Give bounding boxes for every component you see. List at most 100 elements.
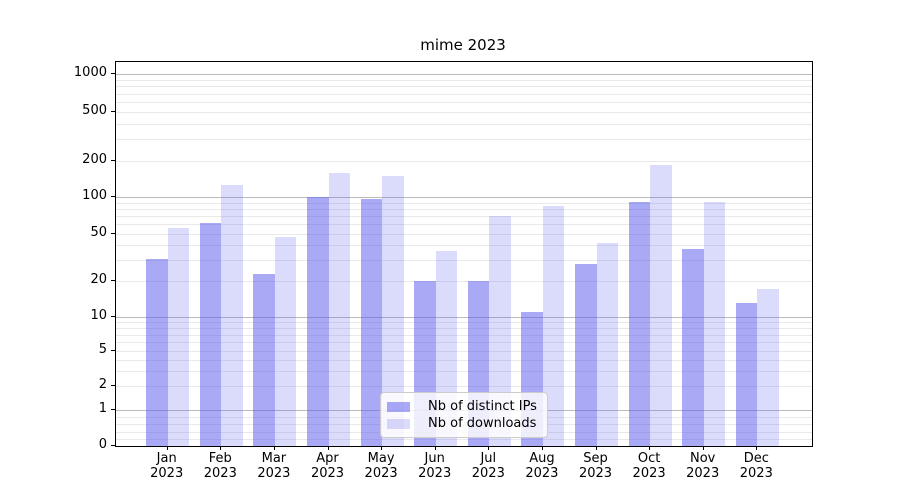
x-tick-label: Jul 2023 <box>448 451 528 481</box>
x-tick-year: 2023 <box>525 466 559 481</box>
legend-swatch-distinct-ips-icon <box>387 401 410 412</box>
bar-nb-of-downloads-oct <box>650 164 672 446</box>
y-tick-label: 1 <box>98 401 107 416</box>
gridline <box>116 202 812 204</box>
bar-nb-of-downloads-may <box>382 176 404 446</box>
gridline <box>116 245 812 247</box>
bar-nb-of-downloads-apr <box>328 173 350 446</box>
legend-label-downloads: Nb of downloads <box>428 416 537 431</box>
bar-nb-of-downloads-jul <box>489 216 511 446</box>
x-tick-mark <box>273 446 276 450</box>
x-tick-month: Aug <box>529 451 555 466</box>
x-tick-label: Jun 2023 <box>395 451 475 481</box>
x-tick-year: 2023 <box>257 466 291 481</box>
legend: Nb of distinct IPs Nb of downloads <box>380 392 548 438</box>
x-tick-mark <box>166 446 168 450</box>
gridline <box>116 386 812 387</box>
gridline <box>116 139 812 141</box>
bar-nb-of-distinct-ips-nov <box>682 249 704 446</box>
y-tick-mark <box>111 409 115 411</box>
y-tick-mark <box>111 445 115 447</box>
x-tick-month: Jan <box>156 451 177 466</box>
x-tick-label: Sep 2023 <box>556 451 636 481</box>
chart-title: mime 2023 <box>420 36 506 54</box>
gridline <box>116 334 812 336</box>
x-tick-month: Nov <box>690 451 716 466</box>
y-tick-label: 5 <box>98 342 107 357</box>
x-tick-label: May 2023 <box>341 451 421 481</box>
x-tick-year: 2023 <box>739 466 773 481</box>
x-tick-year: 2023 <box>150 466 184 481</box>
gridline <box>116 161 812 162</box>
y-tick-label: 20 <box>90 272 107 287</box>
gridline <box>116 102 812 103</box>
x-tick-month: Jun <box>424 451 445 466</box>
x-tick-month: Mar <box>261 451 287 466</box>
bar-nb-of-distinct-ips-jan <box>146 258 168 446</box>
x-tick-mark <box>488 446 490 450</box>
gridline <box>116 93 812 95</box>
gridline <box>116 438 812 440</box>
bar-nb-of-downloads-nov <box>703 201 726 446</box>
x-tick-label: Mar 2023 <box>234 451 314 481</box>
x-tick-label: Feb 2023 <box>180 451 260 481</box>
gridline <box>116 322 812 324</box>
bar-nb-of-distinct-ips-oct <box>628 202 651 446</box>
y-tick-mark <box>111 196 115 198</box>
y-tick-label: 100 <box>82 188 107 203</box>
bar-nb-of-distinct-ips-mar <box>253 273 275 446</box>
gridline <box>116 86 812 88</box>
x-tick-label: Aug 2023 <box>502 451 582 481</box>
x-tick-month: Jul <box>480 451 497 466</box>
y-tick-label: 1000 <box>73 65 107 80</box>
y-tick-mark <box>111 160 115 162</box>
gridline <box>116 359 812 361</box>
y-tick-mark <box>111 73 115 75</box>
gridline <box>116 112 812 113</box>
x-tick-month: Dec <box>743 451 769 466</box>
gridline <box>116 351 812 352</box>
x-tick-mark <box>649 446 651 450</box>
x-tick-mark <box>327 446 329 450</box>
x-tick-year: 2023 <box>471 466 505 481</box>
gridline <box>116 281 812 282</box>
bar-nb-of-downloads-dec <box>757 289 779 446</box>
gridline <box>116 197 812 198</box>
plot-area: Nb of distinct IPs Nb of downloads <box>115 61 813 447</box>
x-tick-month: Apr <box>316 451 339 466</box>
x-tick-year: 2023 <box>632 466 666 481</box>
x-tick-month: Sep <box>583 451 608 466</box>
x-tick-mark <box>595 446 597 450</box>
bar-nb-of-downloads-sep <box>596 242 618 446</box>
gridline <box>116 342 812 344</box>
bar-nb-of-downloads-aug <box>542 206 565 446</box>
x-tick-label: Nov 2023 <box>663 451 743 481</box>
x-tick-month: Oct <box>637 451 661 466</box>
x-tick-year: 2023 <box>203 466 237 481</box>
x-tick-label: Dec 2023 <box>716 451 796 481</box>
y-tick-label: 500 <box>82 103 107 118</box>
gridline <box>116 123 812 125</box>
legend-row-distinct-ips: Nb of distinct IPs <box>387 398 539 415</box>
x-tick-mark <box>220 446 222 450</box>
x-tick-year: 2023 <box>578 466 613 481</box>
x-tick-month: May <box>367 451 395 466</box>
gridline <box>116 208 812 210</box>
gridline <box>116 74 812 75</box>
legend-swatch-downloads-icon <box>387 418 410 429</box>
bar-nb-of-distinct-ips-may <box>360 198 383 446</box>
y-tick-mark <box>111 316 115 318</box>
gridline <box>116 224 812 226</box>
gridline <box>116 327 812 329</box>
legend-label-distinct-ips: Nb of distinct IPs <box>428 399 537 414</box>
y-tick-mark <box>111 350 115 352</box>
gridline <box>116 234 812 235</box>
bar-nb-of-distinct-ips-feb <box>199 223 222 446</box>
bar-nb-of-downloads-feb <box>221 184 243 446</box>
y-tick-label: 2 <box>98 377 107 392</box>
gridline <box>116 260 812 262</box>
gridline <box>116 317 812 318</box>
x-tick-mark <box>702 446 704 450</box>
x-tick-label: Jan 2023 <box>127 451 207 481</box>
